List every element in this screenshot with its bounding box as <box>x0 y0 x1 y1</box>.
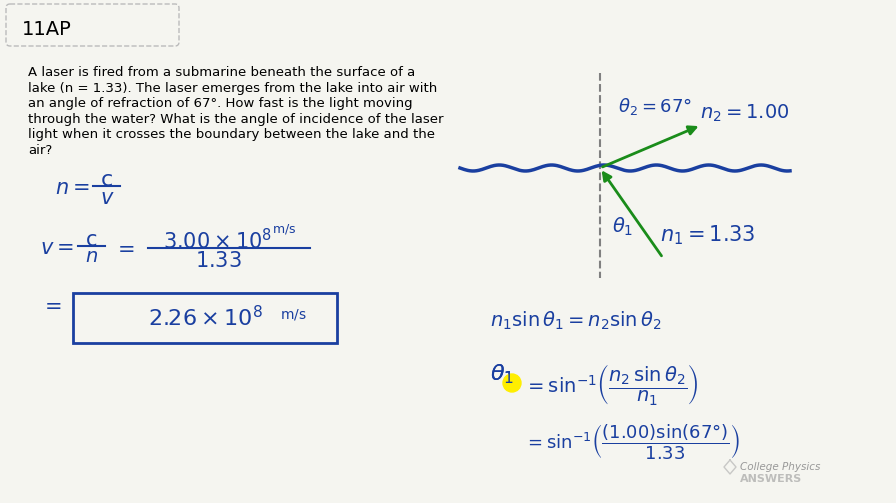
Text: $= \sin^{-1}\!\left(\dfrac{(1.00)\sin(67°)}{1.33}\right)$: $= \sin^{-1}\!\left(\dfrac{(1.00)\sin(67… <box>524 422 740 461</box>
Text: $v$: $v$ <box>99 188 115 208</box>
Text: c: c <box>86 230 98 250</box>
FancyBboxPatch shape <box>6 4 179 46</box>
Text: $n_1 = 1.33$: $n_1 = 1.33$ <box>660 223 755 246</box>
Text: c: c <box>101 170 113 190</box>
Text: lake (n = 1.33). The laser emerges from the lake into air with: lake (n = 1.33). The laser emerges from … <box>28 81 437 95</box>
Text: $\mathsf{m/s}$: $\mathsf{m/s}$ <box>272 222 297 236</box>
Text: $3.00\times10^{8}$: $3.00\times10^{8}$ <box>163 228 272 253</box>
Text: $n$: $n$ <box>85 247 99 266</box>
Text: an angle of refraction of 67°. How fast is the light moving: an angle of refraction of 67°. How fast … <box>28 97 413 110</box>
Text: $\theta_1$: $\theta_1$ <box>490 362 514 386</box>
Text: 11AP: 11AP <box>22 20 72 39</box>
FancyBboxPatch shape <box>73 293 337 343</box>
Text: $n=$: $n=$ <box>55 178 90 198</box>
Text: College Physics: College Physics <box>740 462 821 472</box>
Text: $1.33$: $1.33$ <box>194 251 241 271</box>
Text: A laser is fired from a submarine beneath the surface of a: A laser is fired from a submarine beneat… <box>28 66 415 79</box>
Text: $2.26\times10^{8}$: $2.26\times10^{8}$ <box>148 305 263 330</box>
Text: air?: air? <box>28 143 52 156</box>
Text: $= \sin^{-1}\!\left(\dfrac{n_2\,\sin\theta_2}{n_1}\right)$: $= \sin^{-1}\!\left(\dfrac{n_2\,\sin\the… <box>524 362 699 407</box>
Text: $\theta_1$: $\theta_1$ <box>490 362 514 386</box>
Text: $=$: $=$ <box>113 238 134 258</box>
Text: through the water? What is the angle of incidence of the laser: through the water? What is the angle of … <box>28 113 444 126</box>
Text: $\theta_2 = 67°$: $\theta_2 = 67°$ <box>618 96 692 117</box>
Text: $n_1 \sin\theta_1 = n_2 \sin\theta_2$: $n_1 \sin\theta_1 = n_2 \sin\theta_2$ <box>490 310 661 332</box>
Text: $\mathsf{m/s}$: $\mathsf{m/s}$ <box>280 307 306 322</box>
Text: $\theta_1$: $\theta_1$ <box>612 216 633 238</box>
Text: $n_2 = 1.00$: $n_2 = 1.00$ <box>700 103 789 124</box>
Text: $v=$: $v=$ <box>40 238 73 258</box>
Circle shape <box>503 374 521 392</box>
Text: light when it crosses the boundary between the lake and the: light when it crosses the boundary betwe… <box>28 128 435 141</box>
Text: ANSWERS: ANSWERS <box>740 474 802 484</box>
Text: $=$: $=$ <box>40 295 62 315</box>
